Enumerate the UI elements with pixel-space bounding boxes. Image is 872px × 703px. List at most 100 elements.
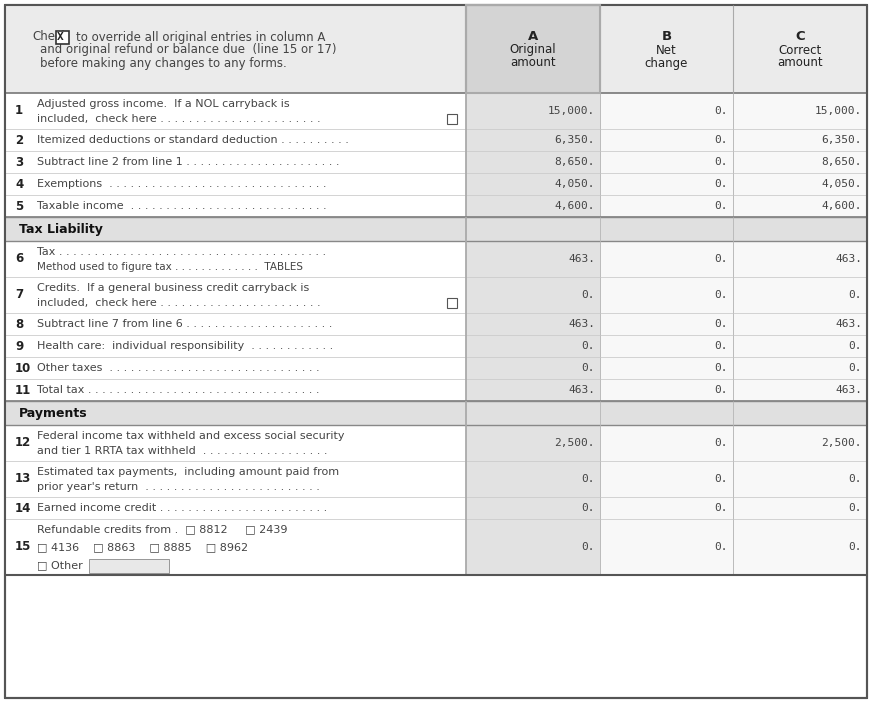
Text: 4,050.: 4,050. (555, 179, 595, 189)
Text: 8: 8 (15, 318, 24, 330)
Text: 3: 3 (15, 155, 24, 169)
Bar (5, 217, 867, 241)
Text: included,  check here . . . . . . . . . . . . . . . . . . . . . . .: included, check here . . . . . . . . . .… (37, 298, 321, 308)
Text: 0.: 0. (714, 106, 728, 116)
Text: Other taxes  . . . . . . . . . . . . . . . . . . . . . . . . . . . . . .: Other taxes . . . . . . . . . . . . . . … (37, 363, 320, 373)
Bar (5, 241, 466, 277)
Text: 0.: 0. (582, 503, 595, 513)
Bar (5, 5, 466, 93)
Bar (600, 173, 733, 195)
Text: Adjusted gross income.  If a NOL carryback is: Adjusted gross income. If a NOL carrybac… (37, 99, 290, 109)
Bar (733, 173, 867, 195)
Text: Exemptions  . . . . . . . . . . . . . . . . . . . . . . . . . . . . . . .: Exemptions . . . . . . . . . . . . . . .… (37, 179, 326, 189)
Bar (5, 335, 466, 357)
Bar (466, 5, 600, 93)
Text: 2,500.: 2,500. (555, 438, 595, 448)
Bar (56, 30, 69, 44)
Bar (600, 379, 733, 401)
Text: Health care:  individual responsibility  . . . . . . . . . . . .: Health care: individual responsibility .… (37, 341, 333, 351)
Bar (466, 497, 600, 519)
Text: C: C (795, 30, 805, 42)
Text: amount: amount (777, 56, 823, 70)
Text: 7: 7 (15, 288, 24, 302)
Text: 463.: 463. (568, 254, 595, 264)
Text: 0.: 0. (848, 474, 862, 484)
Text: 463.: 463. (835, 385, 862, 395)
Bar (466, 313, 600, 335)
Text: Estimated tax payments,  including amount paid from: Estimated tax payments, including amount… (37, 467, 339, 477)
Text: 10: 10 (15, 361, 31, 375)
Text: 0.: 0. (582, 474, 595, 484)
Text: Subtract line 2 from line 1 . . . . . . . . . . . . . . . . . . . . . .: Subtract line 2 from line 1 . . . . . . … (37, 157, 339, 167)
Bar (733, 129, 867, 151)
Bar (600, 497, 733, 519)
Bar (5, 519, 466, 575)
Text: 0.: 0. (714, 363, 728, 373)
Bar (733, 425, 867, 461)
Bar (466, 241, 600, 277)
Text: 0.: 0. (714, 474, 728, 484)
Text: included,  check here . . . . . . . . . . . . . . . . . . . . . . .: included, check here . . . . . . . . . .… (37, 114, 321, 124)
Text: change: change (644, 56, 688, 70)
Text: 8,650.: 8,650. (821, 157, 862, 167)
Bar (5, 497, 466, 519)
Bar (466, 379, 600, 401)
Text: 0.: 0. (714, 135, 728, 145)
Bar (5, 425, 466, 461)
Bar (733, 195, 867, 217)
Text: Method used to figure tax . . . . . . . . . . . . .  TABLES: Method used to figure tax . . . . . . . … (37, 262, 303, 272)
Text: 13: 13 (15, 472, 31, 486)
Bar (466, 151, 600, 173)
Text: 15: 15 (15, 541, 31, 553)
Text: 0.: 0. (582, 363, 595, 373)
Text: 0.: 0. (582, 341, 595, 351)
Bar (733, 497, 867, 519)
Text: 4,600.: 4,600. (821, 201, 862, 211)
Text: 0.: 0. (582, 290, 595, 300)
Text: 14: 14 (15, 501, 31, 515)
Text: Total tax . . . . . . . . . . . . . . . . . . . . . . . . . . . . . . . . .: Total tax . . . . . . . . . . . . . . . … (37, 385, 319, 395)
Text: 0.: 0. (714, 438, 728, 448)
Bar (466, 173, 600, 195)
Text: before making any changes to any forms.: before making any changes to any forms. (40, 56, 287, 70)
Bar (733, 151, 867, 173)
Text: 0.: 0. (848, 503, 862, 513)
Bar (466, 357, 600, 379)
Bar (447, 298, 457, 308)
Text: 5: 5 (15, 200, 24, 212)
Bar (600, 335, 733, 357)
Bar (466, 519, 600, 575)
Bar (5, 151, 466, 173)
Text: 6,350.: 6,350. (555, 135, 595, 145)
Bar (5, 401, 867, 425)
Bar (733, 357, 867, 379)
Text: Subtract line 7 from line 6 . . . . . . . . . . . . . . . . . . . . .: Subtract line 7 from line 6 . . . . . . … (37, 319, 332, 329)
Text: 0.: 0. (714, 542, 728, 552)
Text: X: X (57, 32, 64, 42)
Text: 463.: 463. (835, 254, 862, 264)
Text: 1: 1 (15, 105, 24, 117)
Text: 0.: 0. (714, 201, 728, 211)
Bar (5, 461, 466, 497)
Text: 0.: 0. (714, 290, 728, 300)
Bar (466, 425, 600, 461)
Text: 463.: 463. (568, 385, 595, 395)
Bar (447, 114, 457, 124)
Bar (733, 93, 867, 129)
Text: 11: 11 (15, 384, 31, 396)
Text: 0.: 0. (848, 290, 862, 300)
Text: to override all original entries in column A: to override all original entries in colu… (76, 30, 325, 44)
Bar (5, 277, 466, 313)
Text: Net: Net (656, 44, 677, 56)
Text: 0.: 0. (714, 319, 728, 329)
Bar (466, 129, 600, 151)
Text: 15,000.: 15,000. (548, 106, 595, 116)
Bar (5, 379, 466, 401)
Text: 0.: 0. (848, 341, 862, 351)
Bar (466, 277, 600, 313)
Text: Payments: Payments (19, 406, 87, 420)
Text: Earned income credit . . . . . . . . . . . . . . . . . . . . . . . .: Earned income credit . . . . . . . . . .… (37, 503, 327, 513)
Text: Refundable credits from .  □ 8812     □ 2439: Refundable credits from . □ 8812 □ 2439 (37, 524, 288, 534)
Bar (600, 151, 733, 173)
Text: 0.: 0. (714, 341, 728, 351)
